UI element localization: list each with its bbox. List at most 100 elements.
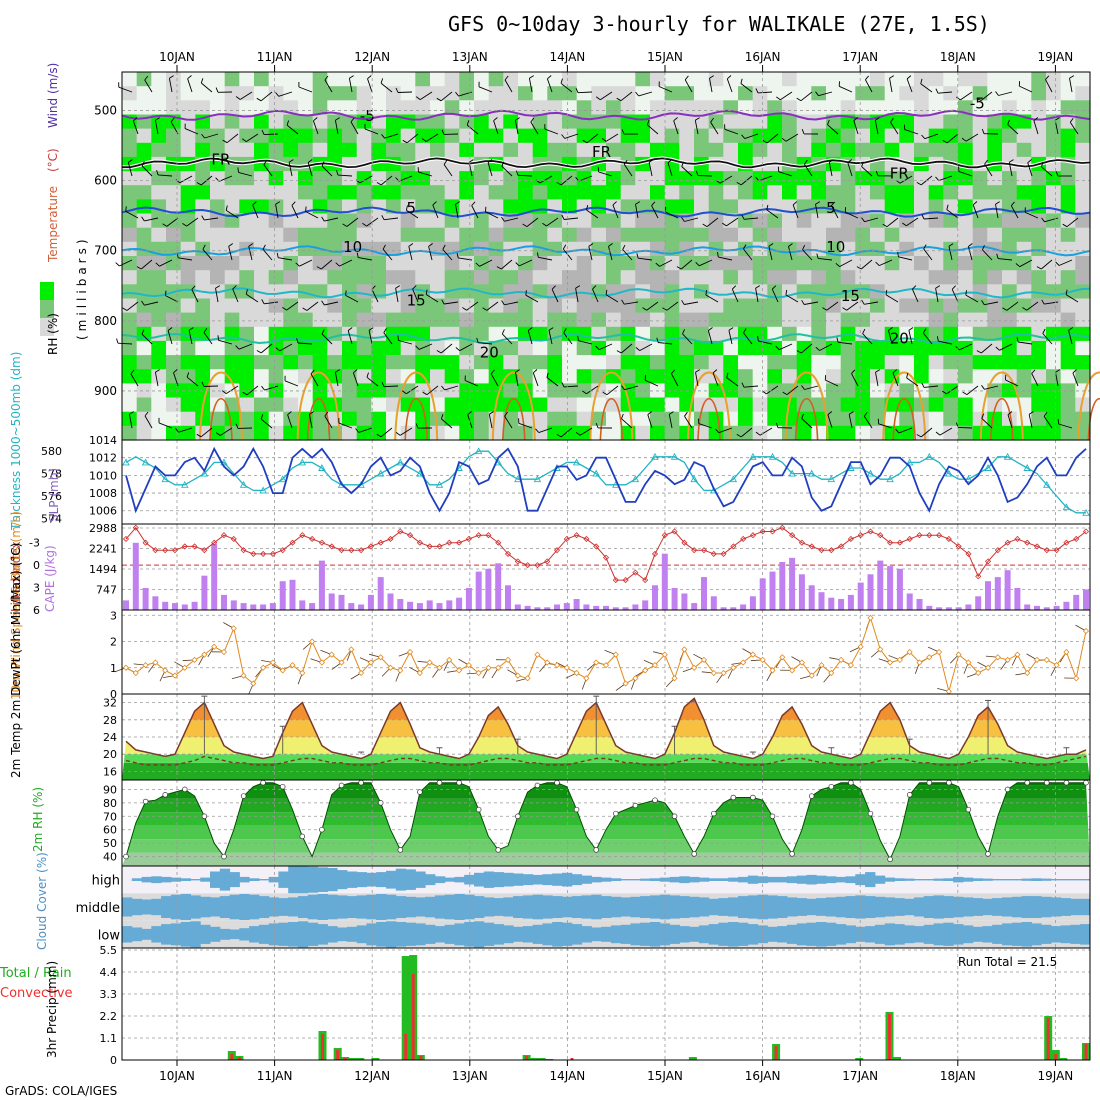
lifted-index-point [397, 528, 404, 535]
rh-cell [987, 86, 1003, 101]
rh-cell [811, 369, 827, 384]
cape-tick-label: 2241 [89, 543, 117, 556]
rh-cell [224, 256, 240, 271]
cloud-high-cell [982, 878, 993, 881]
rh-cell [635, 425, 651, 441]
rh-cell [708, 284, 724, 300]
cloud-low-cell [180, 922, 191, 947]
rh-cell [312, 411, 328, 427]
cape-bar [789, 557, 796, 610]
rh-cell [591, 326, 607, 342]
rh-cell [166, 185, 182, 200]
rh-cell [620, 270, 636, 285]
rh-cell [488, 128, 504, 144]
wind-speed-point [1073, 675, 1080, 682]
precip-convective-bar [570, 1058, 574, 1060]
wind-barb [546, 78, 553, 93]
rh-cell [870, 383, 886, 399]
wind-barb-flag [612, 201, 617, 206]
cloud-middle-cell [698, 897, 710, 917]
wind-barb [766, 133, 779, 144]
rh-cell [474, 72, 490, 87]
rh-cell [151, 185, 167, 200]
wind-barb [560, 82, 573, 93]
cape-bar [896, 568, 903, 610]
rh-cell [122, 86, 138, 101]
rh-cell [342, 241, 358, 257]
rh-cell [268, 411, 284, 427]
lifted-index-point [661, 532, 668, 539]
rh-cell [1060, 397, 1076, 413]
rh-cell [664, 171, 680, 186]
wind-barb [681, 166, 693, 177]
wind-speed-point [465, 662, 472, 669]
wind-barb-flag [242, 391, 248, 396]
rh-cell [136, 256, 152, 271]
wind-barb [186, 376, 199, 387]
slp-tick-label: 1012 [89, 452, 117, 465]
wind-barb-flag [976, 350, 982, 354]
rh-cell [547, 340, 563, 356]
wind-barb-flag [936, 336, 939, 342]
cloud-high-cell [503, 872, 514, 887]
rh-cell [503, 199, 519, 215]
wind-barb-flag [902, 222, 907, 227]
cloud-low-cell [503, 925, 514, 944]
cloud-low-cell [229, 929, 240, 940]
rh-cell [180, 298, 196, 314]
rh-cell [532, 355, 548, 370]
wind-barb-flag [801, 299, 805, 305]
rh-cell [1016, 284, 1032, 300]
rh-cell [752, 100, 768, 116]
rh-cell [914, 256, 930, 271]
wind-barb-flag [788, 243, 793, 247]
rh-cell [958, 312, 974, 328]
wind-barb-flag [923, 244, 927, 250]
wind-barb [864, 301, 879, 305]
wind-speed-point [485, 664, 492, 671]
rh-cell [884, 100, 900, 116]
wind-tick-label: 2 [110, 636, 117, 649]
rh-cell [1046, 86, 1062, 101]
cloud-low-cell [826, 922, 837, 946]
rh-cell [870, 369, 886, 384]
surface-isotherm [979, 371, 1024, 441]
wind-speed-point [671, 675, 678, 682]
wind-barb [225, 385, 239, 394]
rh-cell [562, 114, 578, 130]
rh-cell [884, 312, 900, 328]
wind-barb [638, 91, 653, 97]
rh-cell [239, 326, 255, 342]
thickness-point [122, 458, 130, 466]
wind-barb [586, 133, 599, 144]
cloud-high-cell [200, 877, 211, 882]
rh-cell [166, 425, 182, 441]
cloud-low-cell [630, 923, 641, 946]
isotherm-label: 10 [826, 238, 845, 256]
wind-barb [232, 288, 239, 303]
rh-cell [283, 72, 299, 87]
rh-cell [708, 411, 724, 427]
wind-barb-flag [307, 159, 313, 163]
rh-cell [474, 397, 490, 413]
wind-barb [321, 333, 333, 345]
rh-cell [811, 326, 827, 342]
rh-cell [782, 72, 798, 87]
rh-cell [767, 142, 783, 158]
rh-cell [210, 369, 226, 384]
wind-barb-flag [646, 120, 650, 126]
rh-cell [620, 100, 636, 116]
rh-cell [136, 326, 152, 342]
wind-barb [158, 422, 173, 429]
wind-barb-flag [995, 201, 1000, 205]
rh-cell [943, 114, 959, 130]
wind-barb [818, 91, 833, 97]
wind-barb [418, 343, 433, 350]
wind-barb [380, 82, 393, 93]
rh-cell [1031, 270, 1047, 285]
rh-tick-label: 90 [103, 783, 117, 796]
cloud-high-cell [483, 871, 495, 888]
wind-barb [851, 373, 859, 387]
cloud-low-cell [425, 924, 436, 944]
rh-cell [474, 383, 490, 399]
